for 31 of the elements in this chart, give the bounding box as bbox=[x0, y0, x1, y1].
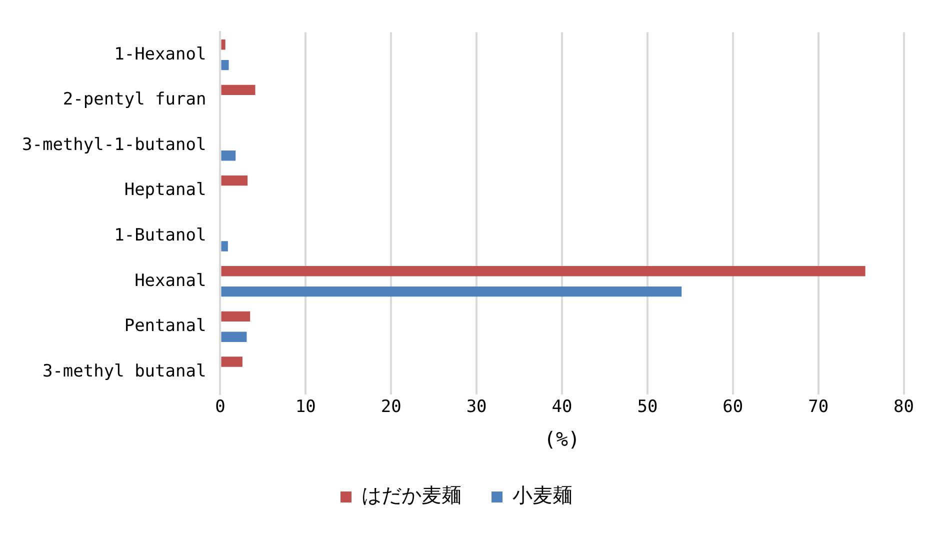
x-tick-label: 80 bbox=[894, 397, 914, 418]
legend-label: はだか麦麺 bbox=[362, 483, 462, 508]
bar bbox=[221, 150, 236, 161]
bar bbox=[221, 266, 866, 276]
y-tick-label: 2-pentyl furan bbox=[62, 90, 206, 110]
x-tick-label: 70 bbox=[808, 397, 829, 418]
x-tick-label: 20 bbox=[380, 397, 402, 418]
x-tick-label: 0 bbox=[215, 397, 226, 418]
y-tick-label: Pentanal bbox=[124, 316, 206, 336]
x-axis-title: (%) bbox=[544, 427, 580, 452]
x-tick-label: 60 bbox=[722, 397, 744, 418]
y-tick-label: 1-Hexanol bbox=[114, 44, 206, 64]
y-tick-label: 1-Butanol bbox=[114, 225, 206, 246]
bar bbox=[221, 84, 256, 96]
x-tick-label: 30 bbox=[466, 397, 487, 418]
bar bbox=[221, 311, 250, 322]
bar bbox=[221, 175, 248, 186]
y-tick-label: 3-methyl butanal bbox=[42, 361, 206, 382]
bar bbox=[221, 40, 226, 50]
x-tick-label: 50 bbox=[637, 397, 658, 418]
bar bbox=[221, 332, 247, 342]
y-tick-label: Heptanal bbox=[124, 180, 206, 200]
bar bbox=[221, 241, 228, 252]
x-tick-label: 40 bbox=[552, 397, 572, 418]
x-tick-label: 10 bbox=[295, 397, 316, 418]
bar bbox=[221, 60, 229, 70]
legend-label: 小麦麺 bbox=[512, 483, 572, 508]
y-tick-label: Hexanal bbox=[134, 270, 206, 291]
bar bbox=[221, 286, 682, 297]
y-tick-label: 3-methyl-1-butanol bbox=[22, 134, 206, 155]
bar bbox=[221, 356, 242, 367]
